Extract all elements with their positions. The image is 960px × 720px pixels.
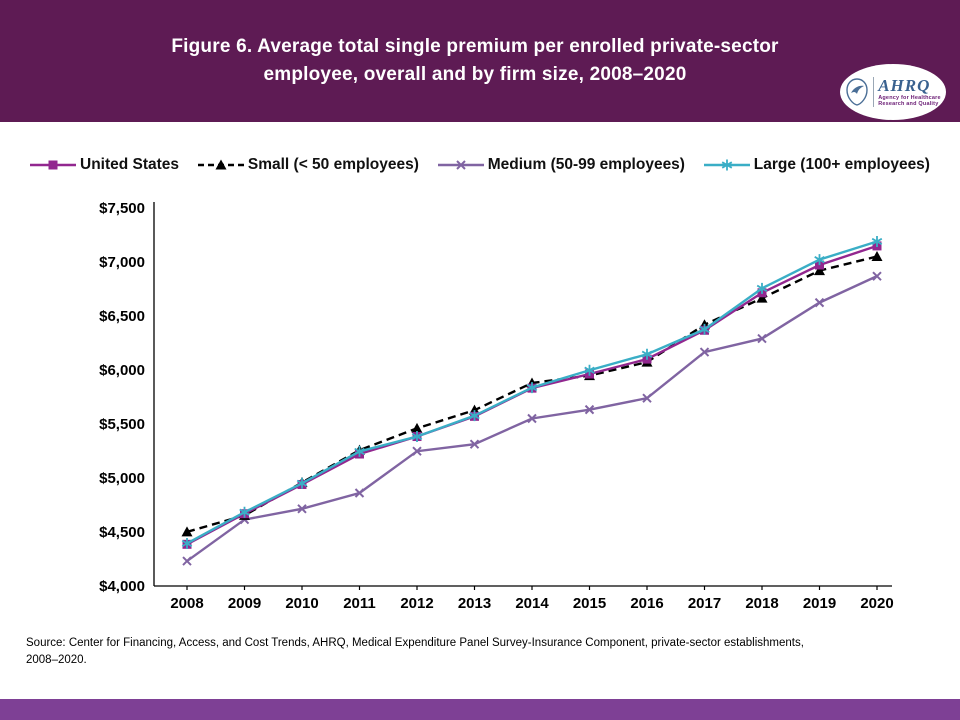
marker-asterisk-icon	[526, 382, 538, 394]
chart-svg: $4,000 $4,500 $5,000 $5,500 $6,000 $6,500 $7,0…	[99, 200, 894, 612]
marker-triangle-icon	[215, 159, 227, 170]
legend-label: Large (100+ employees)	[753, 156, 930, 173]
marker-x-icon	[584, 404, 595, 415]
y-tick-label: $6,500	[99, 308, 145, 325]
x-tick-label: 2010	[285, 595, 318, 612]
legend-swatch-icon	[197, 159, 244, 170]
y-tick-label: $4,000	[99, 578, 145, 595]
legend-label: Small (< 50 employees)	[247, 156, 419, 173]
legend-item-small-50-employees: Small (< 50 employees)	[197, 156, 419, 174]
legend-swatch-icon	[30, 160, 76, 170]
marker-x-icon	[455, 160, 466, 170]
logo-divider	[873, 77, 875, 107]
marker-asterisk-icon	[699, 323, 710, 335]
ahrq-logo-tagline2: Research and Quality	[878, 101, 939, 108]
legend-item-large-100-employees: Large (100+ employees)	[703, 156, 930, 174]
marker-square-icon	[48, 160, 58, 170]
logo-text: AHRQ Agency for Healthcare Research and …	[878, 75, 941, 108]
y-tick-label: $7,500	[99, 200, 145, 217]
marker-asterisk-icon	[181, 537, 193, 549]
series-united-states	[182, 241, 882, 549]
figure-title-line1: Figure 6. Average total single premium p…	[171, 36, 779, 58]
header-banner: Figure 6. Average total single premium p…	[0, 0, 960, 122]
legend-swatch-icon	[703, 159, 750, 171]
x-tick-label: 2012	[400, 595, 433, 612]
x-tick-label: 2020	[860, 595, 893, 612]
x-tick-label: 2019	[803, 595, 836, 612]
series-line	[186, 244, 878, 546]
marker-x-icon	[757, 333, 767, 344]
series-medium-50-99-employees	[182, 271, 882, 566]
marker-x-icon	[872, 271, 882, 281]
ahrq-logo: AHRQ Agency for Healthcare Research and …	[840, 64, 946, 120]
marker-triangle-icon	[756, 292, 768, 303]
x-tick-label: 2017	[688, 595, 721, 612]
marker-x-icon	[814, 297, 825, 308]
x-tick-label: 2018	[745, 595, 778, 612]
y-tick-label: $7,000	[99, 254, 145, 271]
legend-item-united-states: United States	[30, 156, 179, 174]
legend-item-medium-50-99-employees: Medium (50-99 employees)	[437, 156, 685, 174]
legend-label: United States	[80, 156, 180, 173]
legend-swatch-icon	[437, 160, 484, 170]
marker-asterisk-icon	[756, 282, 768, 294]
x-tick-label: 2008	[170, 595, 203, 612]
source-note-line1: Source: Center for Financing, Access, an…	[26, 637, 804, 649]
marker-asterisk-icon	[469, 410, 480, 422]
marker-asterisk-icon	[814, 254, 825, 266]
y-tick-label: $6,000	[99, 362, 145, 379]
marker-asterisk-icon	[584, 364, 595, 376]
x-tick-label: 2013	[458, 595, 491, 612]
marker-x-icon	[297, 504, 307, 514]
legend-label: Medium (50-99 employees)	[487, 156, 685, 173]
ahrq-logo-acronym: AHRQ	[878, 75, 931, 95]
y-tick-label: $5,000	[99, 470, 145, 487]
hhs-eagle-icon	[846, 78, 868, 106]
marker-asterisk-icon	[721, 159, 733, 171]
figure-title-line2: employee, overall and by firm size, 2008…	[263, 64, 687, 85]
marker-x-icon	[469, 439, 480, 449]
figure-title: Figure 6. Average total single premium p…	[0, 33, 960, 88]
chart-legend: United States Small (< 50 employees) Mediu…	[0, 152, 960, 178]
marker-triangle-icon	[411, 422, 423, 433]
source-note: Source: Center for Financing, Access, an…	[26, 635, 941, 668]
marker-asterisk-icon	[354, 445, 365, 457]
marker-asterisk-icon	[411, 431, 423, 443]
x-tick-label: 2015	[573, 595, 606, 612]
marker-x-icon	[699, 347, 710, 357]
footer-bar	[0, 699, 960, 720]
x-tick-label: 2014	[515, 595, 549, 612]
ahrq-logo-tagline1: Agency for Healthcare	[878, 95, 941, 102]
marker-asterisk-icon	[239, 506, 250, 518]
marker-x-icon	[182, 556, 192, 566]
marker-asterisk-icon	[871, 235, 883, 247]
series-large-100-employees	[181, 235, 883, 549]
y-tick-label: $5,500	[99, 416, 145, 433]
x-tick-label: 2016	[630, 595, 663, 612]
y-tick-label: $4,500	[99, 524, 145, 541]
chart-area: $4,000 $4,500 $5,000 $5,500 $6,000 $6,500 $7,0…	[92, 194, 960, 623]
marker-asterisk-icon	[296, 477, 308, 489]
marker-x-icon	[527, 413, 537, 424]
marker-triangle-icon	[871, 250, 883, 261]
marker-x-icon	[354, 488, 365, 498]
x-tick-label: 2009	[228, 595, 261, 612]
source-note-line2: 2008–2020.	[26, 653, 87, 666]
marker-triangle-icon	[181, 526, 193, 537]
marker-asterisk-icon	[641, 348, 653, 360]
marker-triangle-icon	[814, 265, 825, 276]
marker-x-icon	[412, 446, 422, 456]
marker-x-icon	[642, 393, 652, 403]
x-tick-label: 2011	[343, 595, 376, 612]
